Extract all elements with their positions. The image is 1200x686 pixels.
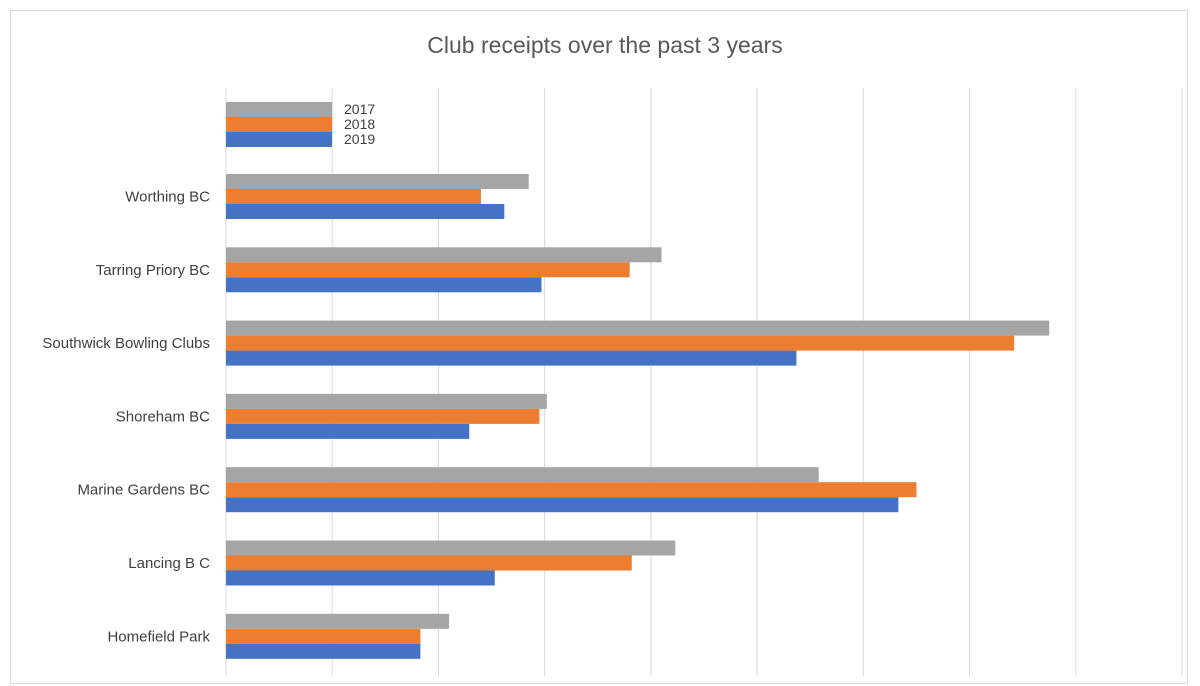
- bar-2017-4: [226, 467, 819, 483]
- bar-2018-5: [226, 555, 632, 571]
- bar-2018-4: [226, 482, 917, 498]
- legend-entry: 2019: [344, 131, 375, 147]
- category-label: Tarring Priory BC: [96, 262, 210, 279]
- chart-title: Club receipts over the past 3 years: [427, 32, 782, 58]
- bar-2019-5: [226, 570, 495, 586]
- bar-2019-0: [226, 204, 505, 219]
- bar-2018-6: [226, 628, 421, 644]
- category-label: Worthing BC: [125, 189, 210, 206]
- legend-entry: 2017: [344, 101, 375, 117]
- bar-2019-2: [226, 350, 797, 366]
- bars: [226, 174, 1050, 659]
- bar-2019-4: [226, 497, 899, 513]
- category-label: Homefield Park: [107, 628, 210, 645]
- bar-2017-2: [226, 320, 1050, 336]
- bar-2017-5: [226, 540, 676, 556]
- bar-2018-0: [226, 189, 481, 204]
- bar-2019-6: [226, 643, 421, 659]
- category-label: Marine Gardens BC: [77, 482, 210, 499]
- category-label: Shoreham BC: [116, 408, 210, 425]
- bar-2017-0: [226, 174, 529, 189]
- bar-2018-2: [226, 335, 1015, 351]
- legend-entry: 2018: [344, 116, 375, 132]
- bar-2019-1: [226, 277, 542, 293]
- legend-swatch-2019: [226, 132, 332, 147]
- category-label: Lancing B C: [128, 555, 210, 572]
- legend-swatch-2018: [226, 117, 332, 132]
- bar-2018-3: [226, 408, 540, 424]
- category-label: Southwick Bowling Clubs: [42, 335, 210, 352]
- bar-2018-1: [226, 262, 630, 278]
- category-labels: Worthing BC Tarring Priory BC Southwick Bo…: [42, 189, 210, 646]
- bar-2017-6: [226, 613, 450, 629]
- bar-2019-3: [226, 423, 470, 439]
- legend-swatch-2017: [226, 102, 332, 117]
- bar-2017-3: [226, 393, 547, 409]
- bar-2017-1: [226, 247, 662, 263]
